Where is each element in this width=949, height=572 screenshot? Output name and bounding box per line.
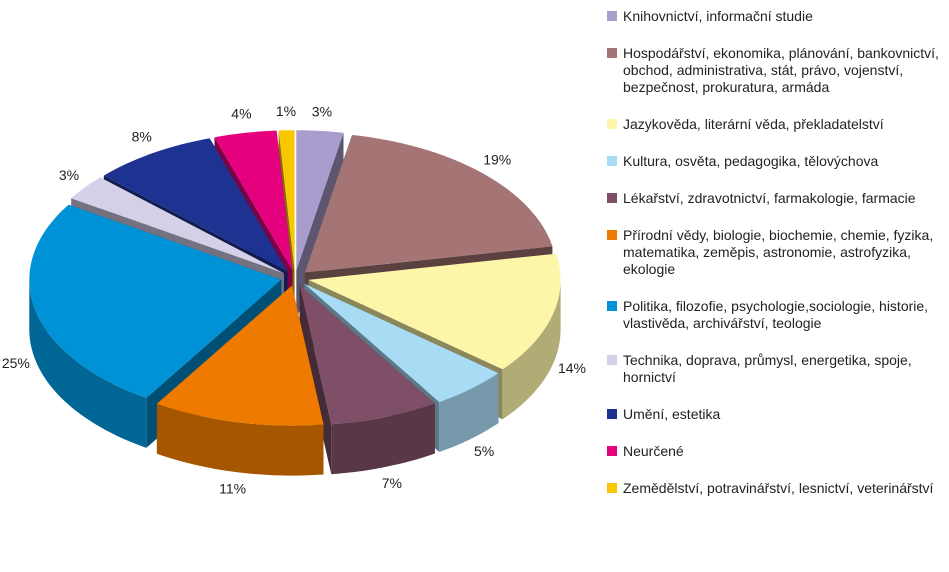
legend-item: Technika, doprava, průmysl, energetika, … [607,352,942,386]
slice [103,138,288,272]
legend-item: Kultura, osvěta, pedagogika, tělovýchova [607,153,942,170]
slice [308,253,561,370]
legend-swatch [607,446,617,456]
legend-item: Politika, filozofie, psychologie,sociolo… [607,298,942,332]
legend-label: Technika, doprava, průmysl, energetika, … [623,352,912,385]
legend-label: Přírodní vědy, biologie, biochemie, chem… [623,227,934,277]
value-label: 5% [474,443,494,459]
legend-label: Politika, filozofie, psychologie,sociolo… [623,298,929,331]
legend-item: Umění, estetika [607,406,942,423]
slice [278,130,295,271]
slice [29,204,282,398]
value-label: 19% [483,151,511,167]
legend-swatch [607,48,617,58]
pie-area: 3% 19% 14% 5% 7% 11% 25% 3% 8% 4% 1% [2,103,586,497]
slice [304,135,553,273]
legend-swatch [607,301,617,311]
legend-swatch [607,230,617,240]
slice [296,130,344,271]
legend-label: Hospodářství, ekonomika, plánování, bank… [623,45,939,95]
legend: Knihovnictví, informační studie Hospodářs… [607,8,942,517]
slice-side [29,279,147,448]
legend-swatch [607,156,617,166]
slice [71,177,284,274]
slice-side [331,403,435,475]
legend-swatch [607,11,617,21]
legend-item: Zemědělství, potravinářství, lesnictví, … [607,480,942,497]
value-label: 4% [231,106,251,122]
slice [304,283,499,402]
slice [299,285,435,425]
value-label: 7% [382,475,402,491]
legend-item: Knihovnictví, informační studie [607,8,942,25]
value-label: 1% [276,103,296,119]
legend-swatch [607,119,617,129]
legend-label: Neurčené [623,443,684,459]
legend-item: Neurčené [607,443,942,460]
slice [214,130,293,271]
legend-swatch [607,193,617,203]
value-label: 3% [59,167,79,183]
value-label: 25% [2,355,30,371]
legend-item: Lékařství, zdravotnictví, farmakologie, … [607,190,942,207]
legend-item: Přírodní vědy, biologie, biochemie, chem… [607,227,942,278]
value-label: 8% [132,129,152,145]
legend-item: Hospodářství, ekonomika, plánování, bank… [607,45,942,96]
slice [156,285,324,426]
value-label: 14% [558,360,586,376]
slice-side [156,403,324,476]
legend-item: Jazykověda, literární věda, překladatels… [607,116,942,133]
legend-label: Knihovnictví, informační studie [623,8,813,24]
legend-label: Jazykověda, literární věda, překladatels… [623,116,884,132]
legend-label: Umění, estetika [623,406,721,422]
legend-label: Zemědělství, potravinářství, lesnictví, … [623,480,934,496]
legend-swatch [607,355,617,365]
legend-swatch [607,483,617,493]
legend-label: Lékařství, zdravotnictví, farmakologie, … [623,190,916,206]
legend-swatch [607,409,617,419]
legend-label: Kultura, osvěta, pedagogika, tělovýchova [623,153,879,169]
value-label: 3% [312,103,332,119]
value-label: 11% [219,481,246,497]
slice-side [439,373,499,452]
slice-side [502,279,561,420]
